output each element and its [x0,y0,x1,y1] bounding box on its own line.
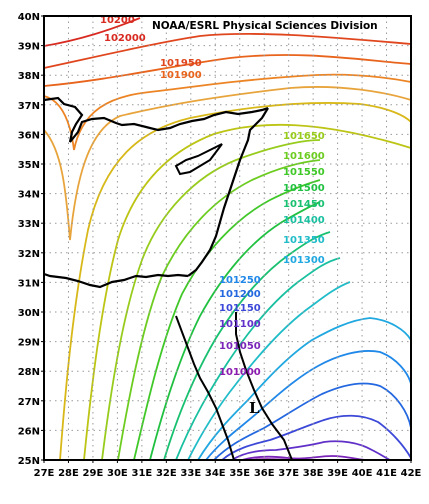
aqaba-coastline [235,312,293,461]
cyprus-island [174,143,223,176]
lat-tick-label: 25N [18,456,40,467]
lon-tick-label: 41E [376,468,397,479]
lon-tick-label: 40E [352,468,373,479]
lat-tick-label: 38N [18,71,40,82]
lat-tick-label: 27N [18,397,40,408]
isobar-value-label: 102000 [104,33,146,44]
lat-tick-label: 26N [18,426,40,437]
isobar-value-label: 101500 [283,183,325,194]
isobar-value-label: 101350 [283,235,325,246]
isobar-value-label: 101450 [283,199,325,210]
lon-tick-label: 33E [180,468,201,479]
isobar-line [163,231,331,461]
isobar-line [101,139,321,461]
lat-tick-label: 29N [18,338,40,349]
lon-tick-label: 29E [83,468,104,479]
isobar-line [43,17,141,47]
isobar-value-label: 101950 [160,58,202,69]
turkey-coastline [43,96,269,143]
map-frame [43,15,412,461]
isobar-value-label: 101000 [219,367,261,378]
lat-tick-label: 33N [18,219,40,230]
isobar-value-label: 101600 [283,151,325,162]
low-pressure-marker: L [249,399,260,417]
isobar-value-label: 101150 [219,303,261,314]
isobar-value-label: 101050 [219,341,261,352]
isobar-value-label: 101100 [219,319,261,330]
isobar-value-label: 101650 [283,131,325,142]
lon-tick-label: 35E [229,468,250,479]
isobar-value-label: 101250 [219,275,261,286]
isobar-line [83,123,412,461]
axis-ticks: 40N 39N 38N 37N 36N 35N 34N 33N 32N 31N 30N 29N 28N 2… [18,12,422,479]
isobar-line [117,159,321,461]
lat-tick-label: 28N [18,367,40,378]
lon-tick-label: 32E [156,468,177,479]
isobar-line [175,257,341,461]
isobar-line [231,440,391,461]
lat-tick-label: 37N [18,101,40,112]
lon-tick-label: 31E [131,468,152,479]
isobar-line [221,414,412,461]
lon-tick-label: 30E [107,468,128,479]
egypt-coastline [43,272,189,289]
isobar-value-label: 101200 [219,289,261,300]
isobar-line [213,382,412,461]
lon-tick-label: 39E [327,468,348,479]
red-sea-coastline [175,315,235,461]
lon-tick-label: 27E [34,468,55,479]
isobar-value-label: 101300 [283,255,325,266]
lon-tick-label: 38E [303,468,324,479]
lat-tick-label: 32N [18,249,40,260]
lat-lon-grid [44,16,411,460]
isobar-line [187,281,351,461]
credit-text: NOAA/ESRL Physical Sciences Division [152,20,378,32]
levant-coastline [187,107,269,277]
coastline-layer [43,96,293,461]
lat-tick-label: 40N [18,12,40,23]
lon-tick-label: 28E [58,468,79,479]
isobar-value-label: 101550 [283,167,325,178]
lat-tick-label: 39N [18,42,40,53]
isobar-line [59,102,412,461]
lat-tick-label: 34N [18,190,40,201]
lon-tick-label: 42E [401,468,422,479]
isobar-line [43,54,412,87]
lat-tick-label: 35N [18,160,40,171]
isobar-line [205,350,412,461]
lon-tick-label: 37E [278,468,299,479]
isobar-value-label: 101400 [283,215,325,226]
isobar-value-label: 10200 [100,15,135,26]
isobar-line [43,86,412,241]
lat-tick-label: 30N [18,308,40,319]
isobar-line [43,32,412,69]
lat-tick-label: 31N [18,278,40,289]
isobar-line [197,317,412,461]
isobar-value-label: 101900 [160,70,202,81]
lat-tick-label: 36N [18,130,40,141]
lon-tick-label: 36E [254,468,275,479]
isobar-layer [43,17,412,461]
lon-tick-label: 34E [205,468,226,479]
